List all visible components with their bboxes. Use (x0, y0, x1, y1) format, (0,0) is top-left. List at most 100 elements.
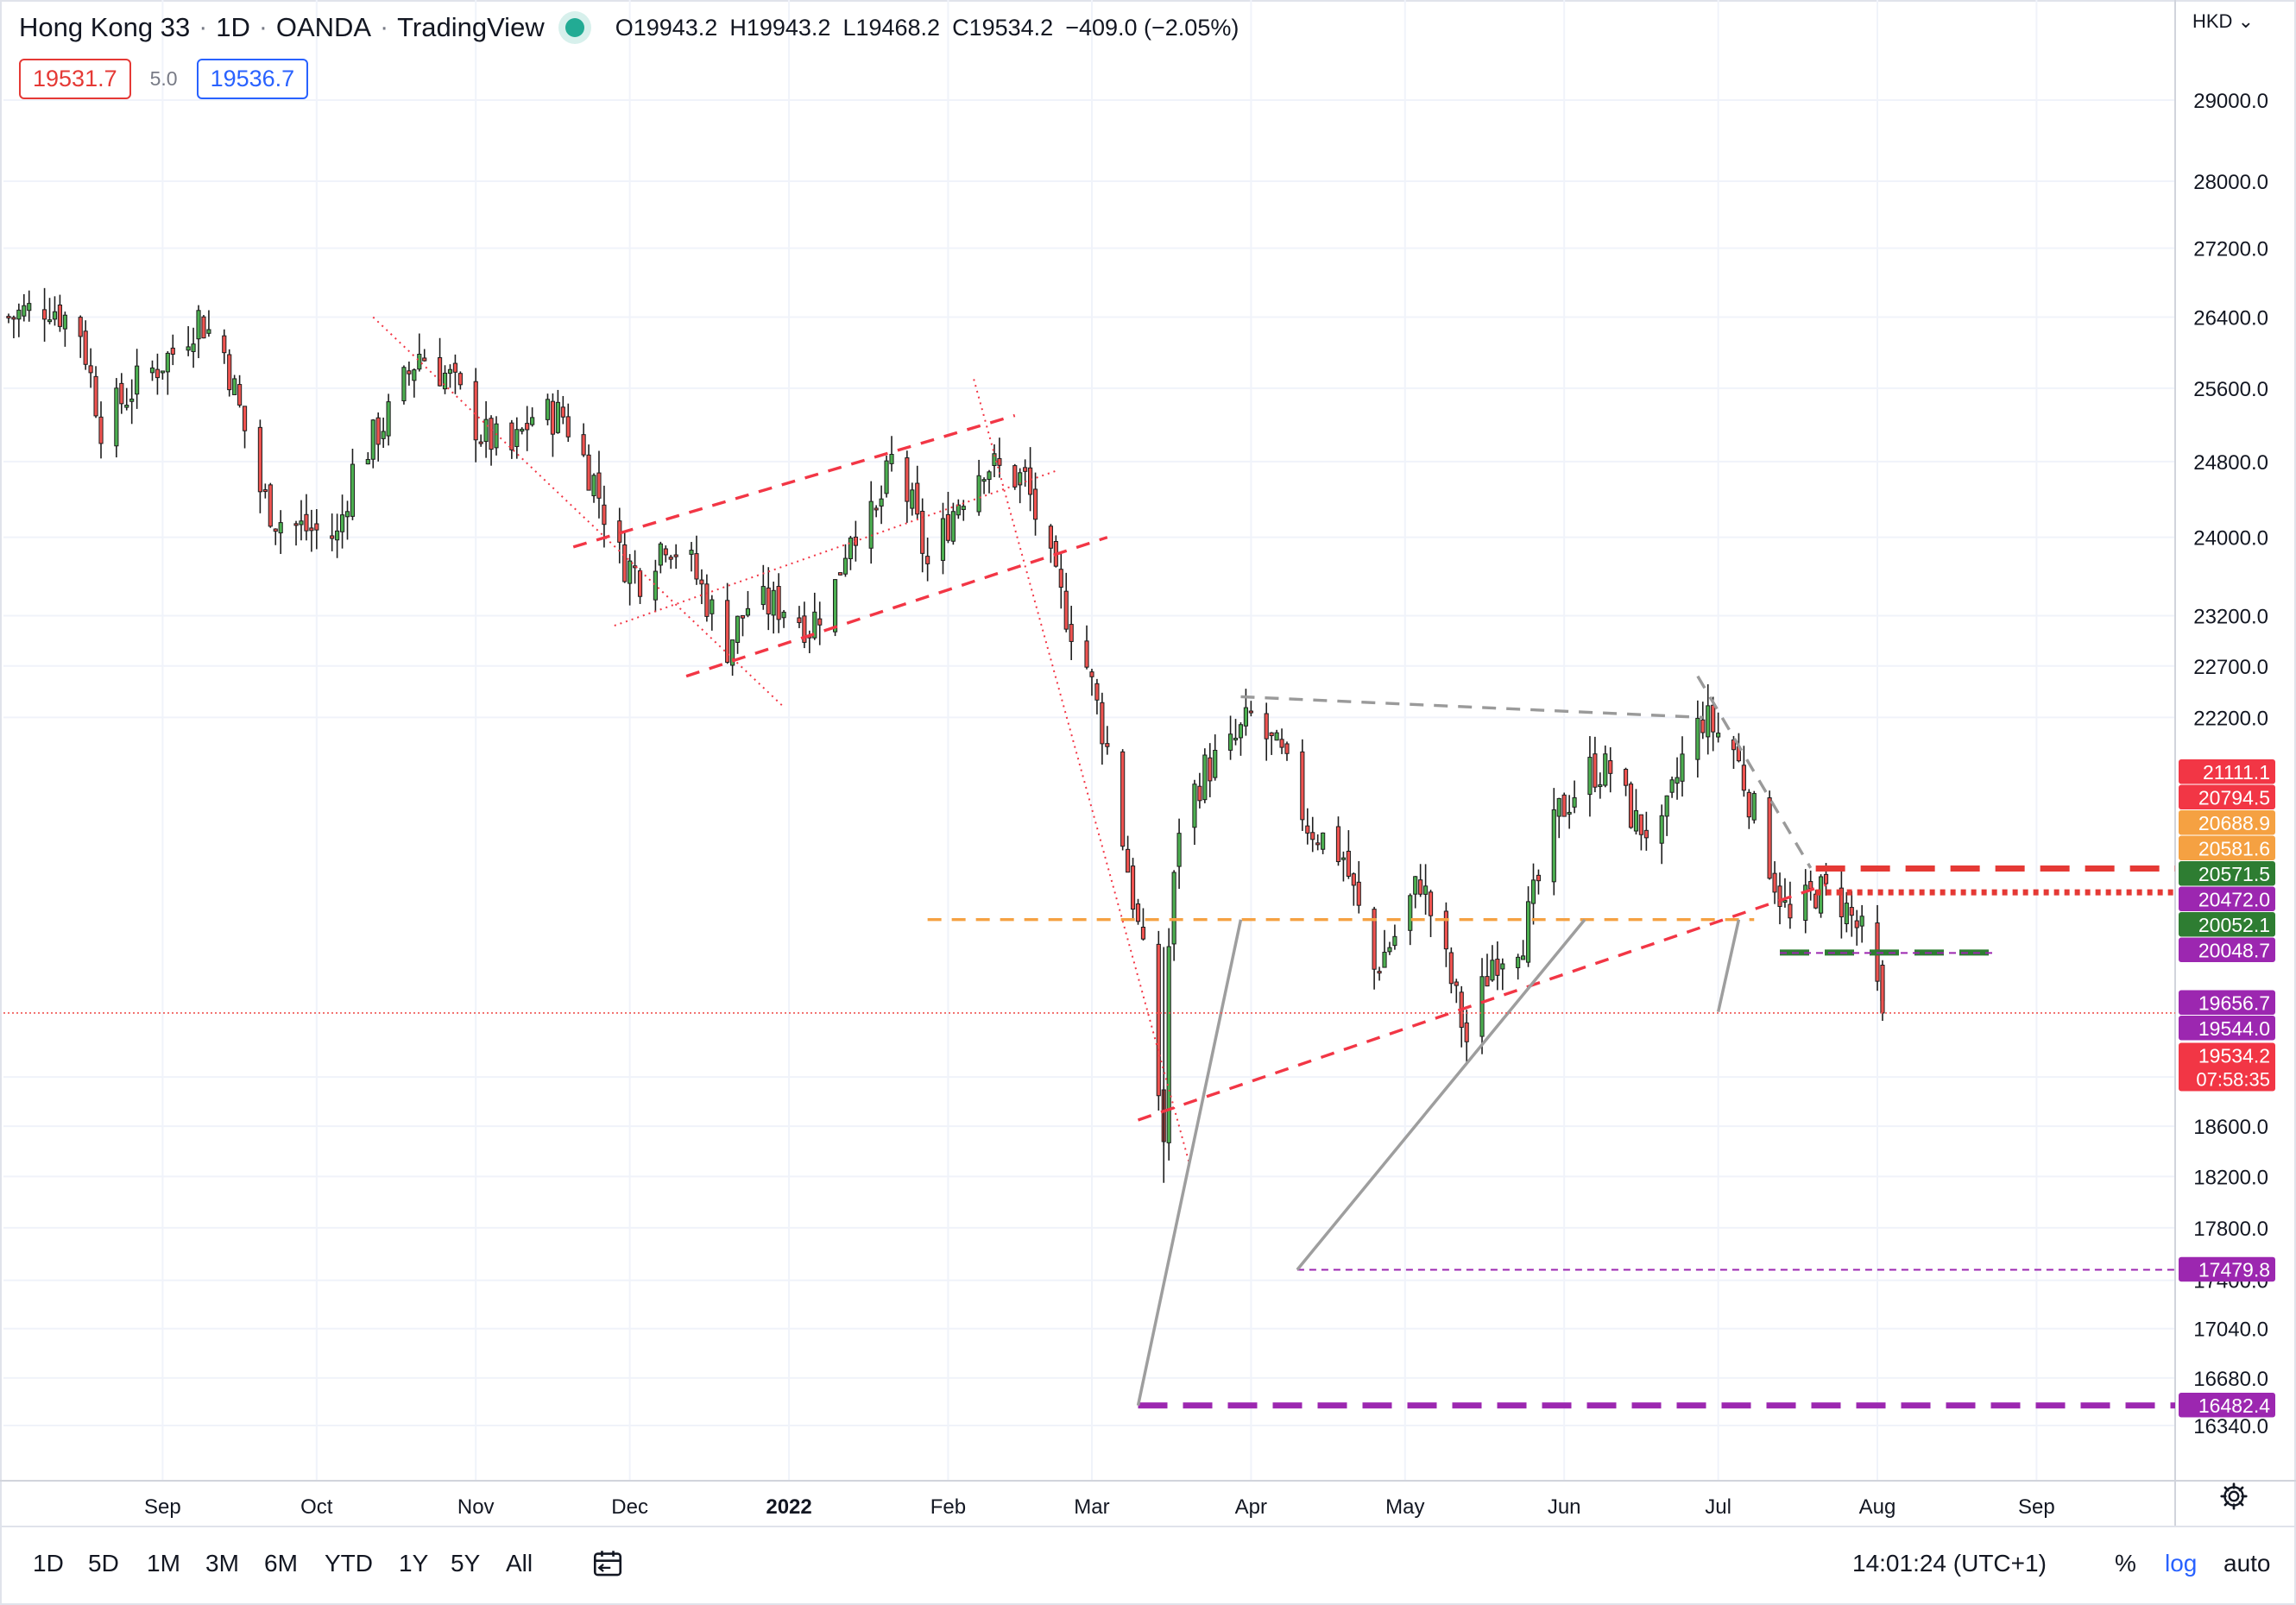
range-button-1m[interactable]: 1M (147, 1550, 180, 1577)
candle-down (1623, 769, 1629, 786)
price-level-text: 19544.0 (2198, 1017, 2270, 1040)
candle-up (1556, 797, 1561, 817)
current-price-tag (2179, 1042, 2275, 1092)
range-button-5y[interactable]: 5Y (451, 1550, 481, 1577)
candle-down (262, 489, 268, 493)
symbol-name[interactable]: Hong Kong 33 (19, 12, 191, 42)
price-level-text: 20581.6 (2198, 837, 2270, 859)
candle-down (1418, 879, 1423, 895)
time-tick-label: Jun (1548, 1495, 1581, 1519)
candle-up (628, 560, 633, 584)
price-level-text: 20052.1 (2198, 914, 2270, 936)
candle-up (889, 454, 894, 464)
candle-up (1664, 795, 1669, 817)
candle-down (905, 457, 910, 502)
candle-down (1880, 964, 1885, 1014)
candle-up (992, 453, 997, 467)
currency-selector[interactable]: HKD ⌄ (2192, 10, 2254, 33)
settings-gear-icon[interactable] (2218, 1481, 2249, 1516)
legend-separator: · (258, 13, 268, 41)
candle-up (1387, 947, 1392, 953)
candles (6, 287, 1885, 1183)
candle-down (1310, 832, 1315, 840)
interval[interactable]: 1D (216, 12, 250, 42)
candle-down (1808, 881, 1813, 890)
percent-scale-toggle[interactable]: % (2115, 1550, 2136, 1577)
time-tick-label: Feb (930, 1495, 966, 1519)
candle-down (1069, 624, 1074, 642)
candle-up (1166, 946, 1171, 1143)
range-button-5d[interactable]: 5D (88, 1550, 119, 1577)
range-button-6m[interactable]: 6M (264, 1550, 298, 1577)
log-scale-toggle[interactable]: log (2165, 1550, 2198, 1577)
candle-down (201, 316, 206, 339)
price-level-tag-purple (2179, 990, 2275, 1015)
price-tick-label: 25600.0 (2193, 378, 2268, 401)
price-tick-label: 22700.0 (2193, 656, 2268, 679)
candle-up (62, 314, 67, 330)
candle-up (350, 463, 356, 517)
candle-down (57, 304, 63, 327)
trendline-gray (1240, 695, 1703, 720)
candle-down (473, 381, 478, 441)
candle-down (330, 535, 335, 539)
candle-down (237, 384, 243, 406)
candle-up (412, 369, 417, 381)
drawings (372, 316, 2175, 1409)
candle-down (560, 406, 565, 418)
range-button-1d[interactable]: 1D (33, 1550, 64, 1577)
candle-up (129, 398, 135, 402)
range-button-all[interactable]: All (506, 1550, 533, 1577)
candle-up (1669, 779, 1675, 793)
trendline-red (973, 379, 1190, 1164)
candle-down (1269, 732, 1274, 737)
candle-down (6, 316, 11, 319)
price-tick-label: 29000.0 (2193, 90, 2268, 113)
candle-down (422, 357, 427, 362)
candle-up (1171, 872, 1176, 945)
candle-down (1063, 590, 1069, 630)
candle-down (637, 570, 643, 597)
candle-down (1638, 814, 1643, 835)
auto-scale-toggle[interactable]: auto (2223, 1550, 2271, 1577)
candle-down (257, 426, 262, 493)
ohlc-value: 19534.2 (968, 15, 1054, 41)
candle-down (1084, 640, 1089, 668)
candle-down (622, 544, 628, 582)
candle-up (653, 570, 658, 601)
candle-down (1777, 885, 1782, 907)
price-level-text: 17479.8 (2198, 1258, 2270, 1281)
range-button-1y[interactable]: 1Y (399, 1550, 429, 1577)
candle-down (1197, 785, 1202, 802)
timezone-clock[interactable]: 14:01:24 (UTC+1) (1852, 1550, 2047, 1577)
candle-down (1105, 743, 1110, 747)
candle-down (704, 583, 710, 617)
candle-down (489, 418, 494, 450)
candle-up (1530, 879, 1536, 904)
candle-down (1120, 751, 1126, 847)
candle-down (1643, 829, 1649, 839)
buy-button[interactable]: 19536.7 (196, 59, 309, 99)
range-button-ytd[interactable]: YTD (325, 1550, 373, 1577)
price-tick-label: 28000.0 (2193, 171, 2268, 194)
sell-button[interactable]: 19531.7 (19, 59, 131, 99)
candle-down (1012, 465, 1018, 488)
range-button-3m[interactable]: 3M (205, 1550, 239, 1577)
candle-up (483, 419, 489, 443)
price-tick-label: 16340.0 (2193, 1415, 2268, 1438)
candle-down (478, 441, 483, 444)
candle-up (381, 431, 386, 439)
candle-down (1823, 873, 1829, 884)
candle-down (1094, 683, 1100, 701)
candle-down (1023, 467, 1028, 472)
candle-up (848, 537, 854, 559)
candle-down (1454, 981, 1459, 986)
calendar-goto-icon[interactable] (590, 1548, 625, 1583)
candle-up (165, 352, 170, 373)
candle-up (135, 365, 140, 395)
candle-down (837, 572, 843, 576)
candle-down (565, 416, 571, 437)
candle-down (1428, 891, 1434, 916)
candle-up (1572, 796, 1577, 808)
